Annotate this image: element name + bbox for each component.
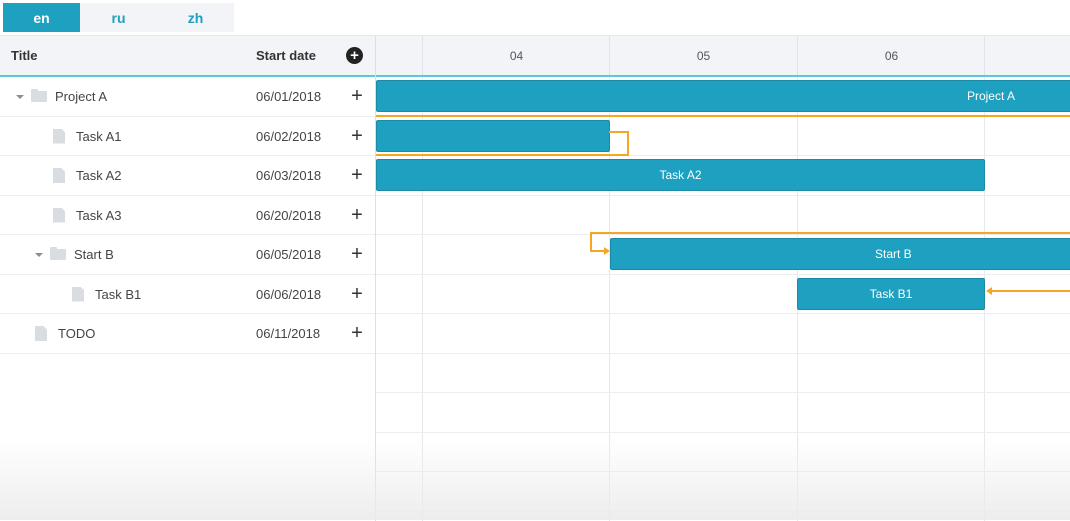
grid-line [609, 77, 610, 521]
add-subtask-icon[interactable]: + [351, 282, 363, 305]
cell-title: Start B [35, 235, 114, 274]
table-row[interactable]: TODO 06/11/2018 + [0, 314, 375, 354]
row-title: Project A [55, 89, 108, 104]
collapse-caret-icon[interactable] [16, 94, 24, 99]
cell-title: Task A3 [53, 196, 122, 235]
add-subtask-icon[interactable]: + [351, 203, 363, 226]
row-start-date: 06/11/2018 [256, 326, 321, 341]
file-icon [35, 326, 47, 341]
row-line [376, 510, 1070, 512]
add-subtask-icon[interactable]: + [351, 124, 363, 147]
table-row[interactable]: Start B 06/05/2018 + [0, 235, 375, 275]
row-line [376, 313, 1070, 314]
table-row[interactable]: Task B1 06/06/2018 + [0, 275, 375, 314]
tab-zh[interactable]: zh [157, 3, 234, 32]
row-line [376, 115, 1070, 117]
folder-icon [50, 247, 66, 260]
scale-cell [376, 36, 423, 75]
grid-line [422, 77, 423, 521]
row-start-date: 06/03/2018 [256, 168, 322, 183]
row-line [376, 352, 1070, 354]
add-subtask-icon[interactable]: + [351, 85, 363, 107]
add-subtask-icon[interactable]: + [351, 243, 363, 265]
tab-ru[interactable]: ru [80, 3, 157, 32]
scale-cell [984, 36, 1070, 75]
row-start-date: 06/06/2018 [256, 286, 322, 302]
task-grid: Title Start date + Project A 06/01/2018 … [0, 36, 376, 521]
grid-rows: Project A 06/01/2018 + Task A1 06/02/201… [0, 77, 375, 354]
task-bar-task-a2[interactable]: Task A2 [376, 159, 985, 191]
table-row[interactable]: Task A3 06/20/2018 + [0, 196, 375, 235]
row-line [376, 471, 1070, 472]
row-start-date: 06/20/2018 [256, 207, 322, 223]
table-row[interactable]: Task A2 06/03/2018 + [0, 156, 375, 196]
tab-en[interactable]: en [3, 3, 80, 32]
scale-cell: 05 [609, 36, 797, 75]
cell-title: TODO [35, 314, 95, 353]
add-subtask-icon[interactable]: + [351, 322, 363, 344]
column-header-title[interactable]: Title [11, 48, 38, 63]
language-tabs: en ru zh [3, 3, 234, 32]
row-start-date: 06/05/2018 [256, 247, 322, 262]
task-bar-task-b1[interactable]: Task B1 [797, 277, 985, 310]
cell-title: Task A1 [53, 117, 122, 156]
file-icon [53, 168, 65, 183]
task-bar-start-b[interactable]: Start B [610, 238, 1070, 270]
row-line [376, 155, 1070, 156]
row-line [376, 234, 1070, 235]
task-bar-task-a1[interactable] [376, 119, 610, 152]
row-start-date: 06/02/2018 [256, 128, 322, 144]
arrow-icon [986, 287, 992, 295]
cell-title: Task B1 [72, 275, 141, 314]
row-line [376, 194, 1070, 196]
cell-title: Project A [16, 77, 107, 116]
timeline-body: Project A Task A2 Start B Task B1 [376, 77, 1070, 521]
collapse-caret-icon[interactable] [35, 252, 43, 257]
add-subtask-icon[interactable]: + [351, 164, 363, 186]
row-start-date: 06/01/2018 [256, 89, 322, 104]
timeline-scale: 04 05 06 [376, 36, 1070, 77]
file-icon [53, 207, 65, 223]
scale-cell: 06 [797, 36, 985, 75]
scale-cell: 04 [422, 36, 610, 75]
row-title: Task B1 [95, 286, 142, 302]
row-title: Start B [74, 247, 114, 262]
row-title: Task A3 [76, 207, 122, 223]
grid-header: Title Start date + [0, 36, 375, 77]
gantt-chart: Title Start date + Project A 06/01/2018 … [0, 35, 1070, 521]
cell-title: Task A2 [53, 156, 122, 195]
row-title: Task A1 [76, 128, 122, 144]
task-bar-project-a[interactable]: Project A [376, 80, 1070, 112]
file-icon [53, 128, 65, 144]
row-line [376, 273, 1070, 275]
column-header-start-date[interactable]: Start date [256, 48, 316, 63]
row-line [376, 431, 1070, 433]
row-line [376, 392, 1070, 393]
timeline-chart: 04 05 06 Project A Task A2 Start B [376, 36, 1070, 521]
file-icon [72, 286, 84, 302]
folder-icon [31, 89, 47, 102]
row-title: TODO [58, 326, 96, 341]
row-title: Task A2 [76, 168, 122, 183]
table-row[interactable]: Project A 06/01/2018 + [0, 77, 375, 117]
add-task-icon[interactable]: + [346, 47, 363, 64]
table-row[interactable]: Task A1 06/02/2018 + [0, 117, 375, 156]
